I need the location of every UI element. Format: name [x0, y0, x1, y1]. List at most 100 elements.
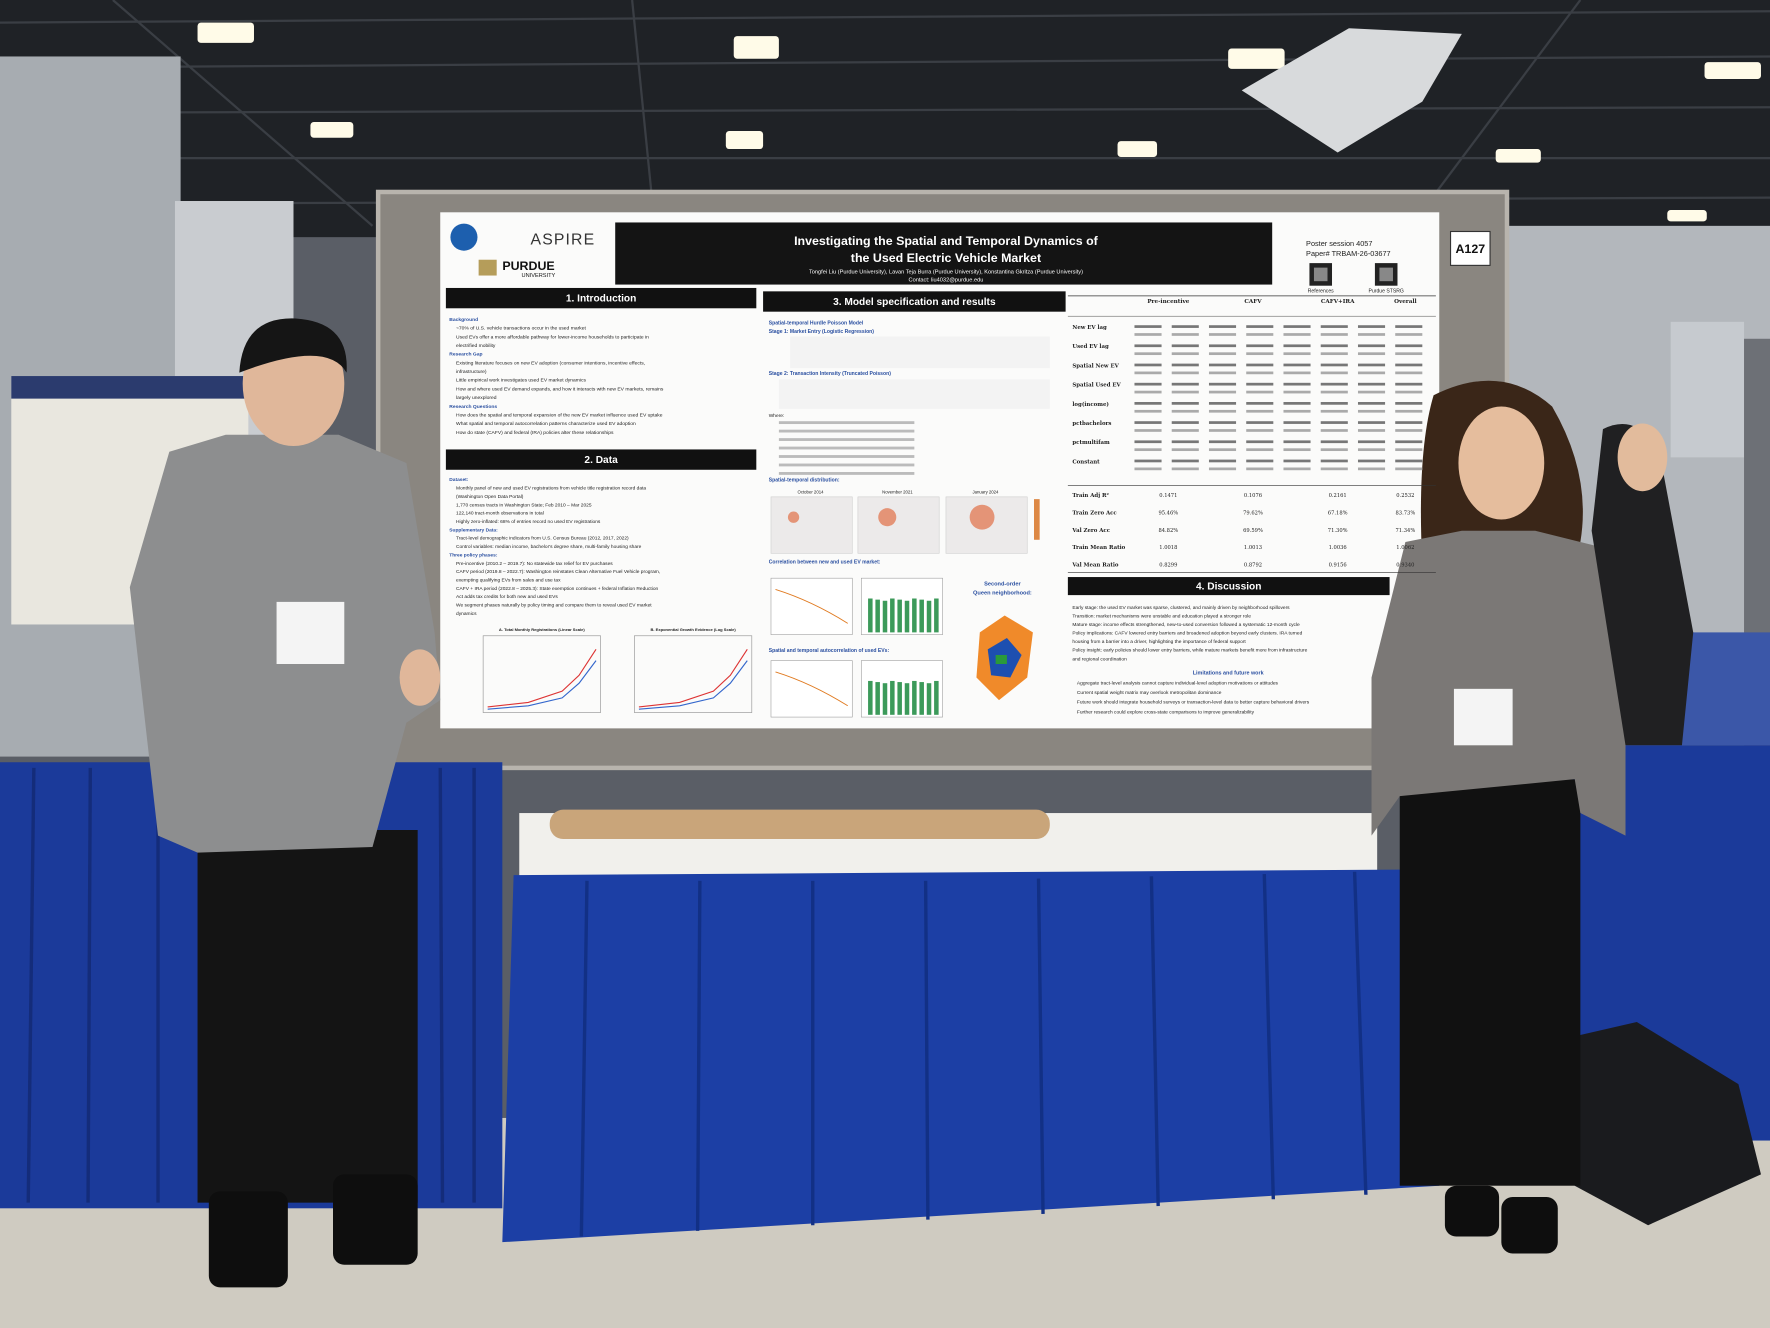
map-label: October 2014 — [798, 489, 825, 494]
table-cell — [1171, 459, 1199, 463]
table-column: CAFV — [1244, 299, 1262, 305]
table-cell — [1208, 371, 1237, 375]
table-cell — [1395, 429, 1423, 432]
table-cell — [1357, 459, 1386, 463]
table-column: CAFV+IRA — [1321, 299, 1355, 305]
table-cell — [1395, 459, 1423, 463]
table-cell — [1357, 448, 1386, 452]
table-cell — [1320, 352, 1348, 356]
body-text: Existing literature focuses on new EV ad… — [456, 360, 645, 366]
section-heading: 2. Data — [584, 455, 618, 466]
table-cell: 1.0062 — [1396, 545, 1414, 551]
table-cell — [1246, 333, 1274, 336]
table-cell — [1395, 402, 1423, 405]
subheading: Queen neighborhood: — [973, 590, 1032, 596]
plot-bar — [868, 680, 873, 715]
table-row-label: Train Zero Acc — [1072, 511, 1117, 517]
table-cell — [1171, 421, 1199, 424]
table-cell — [1246, 371, 1274, 375]
table-cell — [1283, 371, 1311, 375]
section-heading: 1. Introduction — [566, 293, 637, 304]
table-cell: 83.73% — [1396, 511, 1416, 517]
table-cell — [1357, 429, 1386, 432]
table-cell — [1283, 333, 1311, 336]
chart-line — [638, 660, 748, 710]
table-cell: 1.0018 — [1159, 545, 1177, 551]
table-cell — [1320, 344, 1348, 348]
person-left — [129, 318, 441, 1288]
table-cell: 71.30% — [1328, 528, 1348, 534]
table-cell — [1134, 390, 1162, 394]
table-cell — [1246, 390, 1274, 394]
table-cell — [1320, 459, 1348, 463]
section-heading: 4. Discussion — [1196, 581, 1261, 592]
body-text: housing from a barrier into a driver, hi… — [1072, 639, 1246, 645]
plot-bar — [882, 683, 888, 715]
table-cell — [1134, 409, 1162, 413]
table-cell — [1320, 467, 1348, 471]
definition-line — [778, 472, 915, 475]
body-text: Used EVs offer a more affordable pathway… — [456, 334, 649, 340]
paper-id: Paper# TRBAM-26-03677 — [1306, 249, 1391, 258]
body-text: Current spatial weight matrix may overlo… — [1077, 690, 1222, 696]
table-cell — [1208, 467, 1237, 471]
table-row-label: Spatial Used EV — [1072, 383, 1121, 389]
table-cell — [1246, 467, 1274, 471]
table-cell — [1357, 467, 1386, 471]
table-row-label: log(income) — [1072, 401, 1109, 408]
subheading: Spatial-temporal distribution: — [769, 477, 840, 483]
title: Investigating the Spatial and Temporal D… — [794, 234, 1099, 248]
table-cell — [1320, 429, 1348, 432]
person-right — [1371, 380, 1626, 1254]
subheading: Spatial-temporal Hurdle Poisson Model — [769, 320, 864, 326]
table-cell — [1357, 325, 1386, 328]
plot-bar — [904, 683, 910, 715]
plot-bar — [912, 680, 917, 715]
pillar — [1670, 321, 1745, 458]
table-cell — [1283, 467, 1311, 471]
table-cell — [1283, 352, 1311, 356]
table-column: Pre-incentive — [1147, 299, 1189, 305]
table-row-label: pctbachelors — [1072, 421, 1111, 427]
body-text: 1,770 census tracts in Washington State;… — [456, 502, 592, 508]
body-text: Aggregate tract-level analysis cannot ca… — [1077, 680, 1279, 686]
logo-text: ASPIRE — [531, 232, 596, 249]
plot — [770, 577, 853, 635]
map-hotspot — [969, 504, 995, 530]
plot-bar — [934, 680, 939, 715]
map — [770, 496, 853, 554]
table-cell — [1320, 382, 1348, 386]
table-cell — [1246, 325, 1274, 328]
section-header — [1067, 577, 1390, 596]
table-cell — [1208, 363, 1237, 367]
table-cell — [1320, 363, 1348, 367]
table-cell — [1171, 352, 1199, 356]
table-cell: 0.8299 — [1159, 562, 1177, 568]
table-cell — [1283, 440, 1311, 444]
table-cell: 95.46% — [1158, 511, 1178, 517]
table-cell — [1134, 325, 1162, 328]
table-cell — [1395, 382, 1423, 386]
table-row-label: New EV lag — [1072, 325, 1107, 331]
table-cell — [1320, 421, 1348, 424]
table-cell — [1171, 333, 1199, 336]
table-cell — [1208, 440, 1237, 444]
definition-line — [778, 438, 915, 441]
body-text: Pre-incentive (2010.2 – 2019.7): No stat… — [456, 561, 613, 567]
table-cell — [1134, 382, 1162, 386]
table-cell — [1246, 409, 1274, 413]
plot-bar — [934, 598, 939, 633]
chart-title: A. Total Monthly Registrations (Linear S… — [499, 627, 585, 632]
table-cell — [1395, 448, 1423, 452]
table-cell — [1283, 409, 1311, 413]
table-row-label: Train Mean Ratio — [1072, 545, 1125, 551]
chart-title: B. Exponential Growth Evidence (Log Scal… — [650, 627, 736, 632]
plot-bar — [904, 600, 910, 633]
body-text: ~70% of U.S. vehicle transactions occur … — [456, 326, 586, 332]
table-cell — [1134, 363, 1162, 367]
body-text: Act adds tax credits for both new and us… — [456, 594, 558, 600]
section-header — [763, 291, 1066, 312]
table-cell — [1283, 344, 1311, 348]
booth-label: A127 — [1455, 242, 1485, 256]
table-cell: 0.2532 — [1396, 493, 1414, 499]
